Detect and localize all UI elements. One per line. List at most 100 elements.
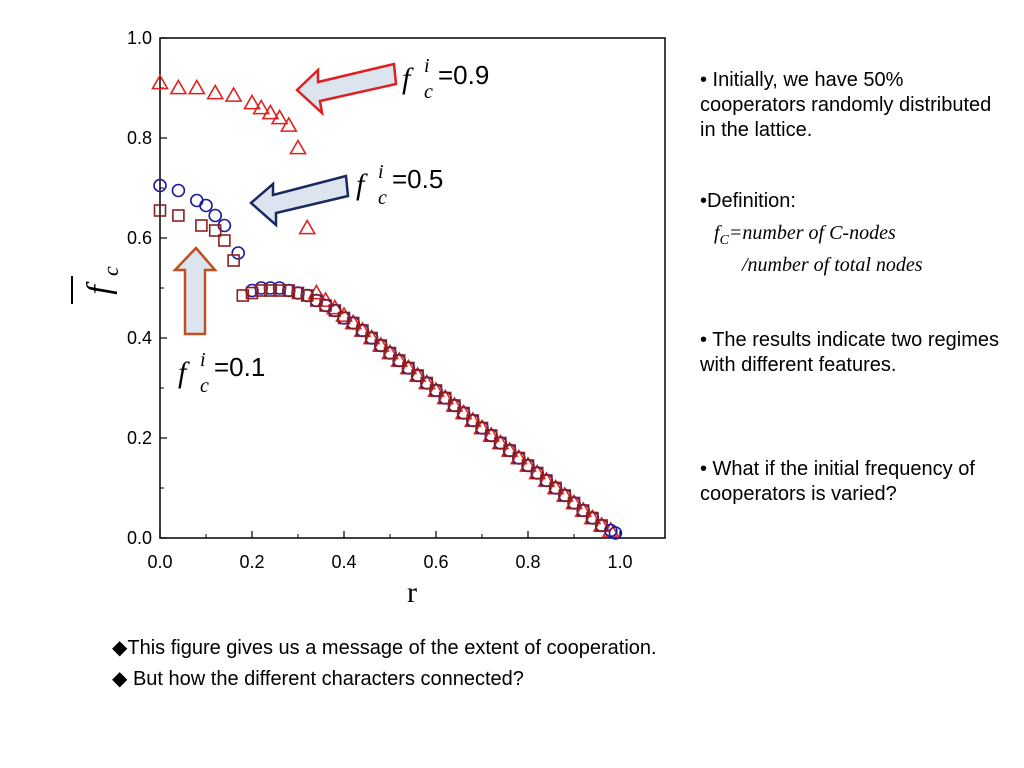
series-0.9-point xyxy=(187,78,206,95)
annotation-1-sup: i xyxy=(378,161,384,183)
y-tick-label: 0.4 xyxy=(127,328,152,348)
series-0.1-point xyxy=(172,209,185,222)
annotation-0-base: f xyxy=(402,62,414,95)
series-0.1-point xyxy=(549,481,562,495)
y-tick-label: 1.0 xyxy=(127,28,152,48)
series-0.1-point xyxy=(254,284,268,297)
x-tick-label: 0.0 xyxy=(147,552,172,572)
y-tick-label: 0.2 xyxy=(127,428,152,448)
series-0.1-point xyxy=(558,489,572,502)
bullet-question: • What if the initial frequency of coope… xyxy=(700,457,1000,507)
x-tick-label: 0.4 xyxy=(331,552,356,572)
annotation-1-base: f xyxy=(356,168,368,201)
x-tick-label: 0.6 xyxy=(423,552,448,572)
series-0.9-point xyxy=(279,116,298,132)
series-0.1-point xyxy=(448,399,461,412)
series-0.5-point xyxy=(190,193,204,208)
series-0.1-point xyxy=(383,346,397,360)
annotation-label-0.1: f i c =0.1 xyxy=(178,349,265,397)
series-0.5-point xyxy=(171,183,186,198)
arrow-0.1 xyxy=(172,246,218,336)
series-0.1-point xyxy=(208,224,222,237)
series-0.1-point xyxy=(512,451,526,465)
bottom-line-1: ◆This figure gives us a message of the e… xyxy=(112,637,657,659)
annotation-2-base: f xyxy=(178,356,190,389)
bottom-line-2: ◆ But how the different characters conne… xyxy=(112,668,524,690)
y-tick-label: 0.6 xyxy=(127,228,152,248)
series-0.9-point xyxy=(169,78,188,95)
series-0.9-point xyxy=(243,93,261,110)
series-0.5-point xyxy=(153,178,167,193)
series-0.1-point xyxy=(365,331,378,345)
data-marks xyxy=(151,73,623,540)
x-tick-label: 0.8 xyxy=(515,552,540,572)
y-tick-label: 0.0 xyxy=(127,528,152,548)
series-0.1-point xyxy=(586,511,599,525)
series-0.9-point xyxy=(252,98,271,115)
definition-f: f xyxy=(714,222,720,244)
series-0.1-point xyxy=(346,316,360,330)
y-axis-label: f c xyxy=(71,266,123,304)
series-0.1-point xyxy=(218,234,231,247)
arrow-0.9 xyxy=(295,62,398,117)
series-0.9-point xyxy=(261,103,280,120)
series-0.1-point xyxy=(540,474,553,487)
definition-line1-text: =number of C-nodes xyxy=(728,222,896,244)
series-0.1-point xyxy=(475,421,489,435)
definition-line-1: fC=number of C-nodes xyxy=(714,222,896,249)
bullet-results: • The results indicate two regimes with … xyxy=(700,328,1000,378)
series-0.1-point xyxy=(273,284,286,297)
bullet-initial: • Initially, we have 50% cooperators ran… xyxy=(700,68,1000,143)
series-0.1-point xyxy=(291,286,305,300)
annotation-2-sup: i xyxy=(200,349,206,371)
series-0.1-point xyxy=(494,436,507,450)
bullet-text: • The results indicate two regimes with … xyxy=(700,329,999,376)
series-0.1-point xyxy=(503,444,516,457)
series-0.1-point xyxy=(521,459,535,472)
annotation-label-0.9: f i c =0.9 xyxy=(402,55,489,103)
annotation-0-sub: c xyxy=(424,81,433,103)
bullet-text: • What if the initial frequency of coope… xyxy=(700,458,975,505)
series-0.1-point xyxy=(530,466,544,480)
annotation-2-sub: c xyxy=(200,375,209,397)
series-0.9-point xyxy=(206,83,225,100)
series-0.1-point xyxy=(420,376,434,390)
series-0.1-point xyxy=(153,204,167,217)
series-0.5-point xyxy=(208,208,222,223)
series-0.1-point xyxy=(411,369,424,382)
series-0.1-point xyxy=(567,496,581,510)
series-0.1-point xyxy=(429,384,443,397)
y-axis-label-sub: c xyxy=(98,266,123,276)
axis-ticks: 0.0 0.2 0.4 0.6 0.8 1.0 0.0 0.2 0.4 0.6 0.8 1.0 xyxy=(127,28,633,572)
series-0.1-point xyxy=(195,219,208,232)
definition-line-2: /number of total nodes xyxy=(742,254,923,276)
series-0.1-point xyxy=(484,429,498,442)
series-0.9-point xyxy=(151,73,169,90)
annotation-2-value: =0.1 xyxy=(214,352,265,382)
series-0.1-point xyxy=(438,391,452,405)
series-0.9-point xyxy=(224,86,243,102)
series-0.9-point xyxy=(298,218,317,235)
series-0.1-point xyxy=(374,339,388,352)
series-0.5-point xyxy=(231,246,245,260)
x-tick-label: 0.2 xyxy=(239,552,264,572)
annotation-1-value: =0.5 xyxy=(392,164,443,194)
series-0.1-point xyxy=(595,519,608,532)
series-0.5-point xyxy=(199,198,213,213)
annotation-0-sup: i xyxy=(424,55,430,77)
x-tick-label: 1.0 xyxy=(607,552,632,572)
series-0.1-point xyxy=(227,254,240,267)
series-0.1-point xyxy=(328,304,342,317)
annotation-1-sub: c xyxy=(378,187,387,209)
annotation-label-0.5: f i c =0.5 xyxy=(356,161,443,209)
series-0.1-point xyxy=(245,286,259,300)
definition-sub: C xyxy=(719,233,729,248)
definition-label: •Definition: xyxy=(700,190,796,212)
series-0.1-point xyxy=(402,361,415,375)
series-0.1-point xyxy=(356,324,369,337)
x-axis-label: r xyxy=(407,576,417,609)
bullet-text: • Initially, we have 50% cooperators ran… xyxy=(700,69,992,141)
y-axis-label-text: f xyxy=(81,281,118,295)
series-0.1-point xyxy=(264,284,277,297)
